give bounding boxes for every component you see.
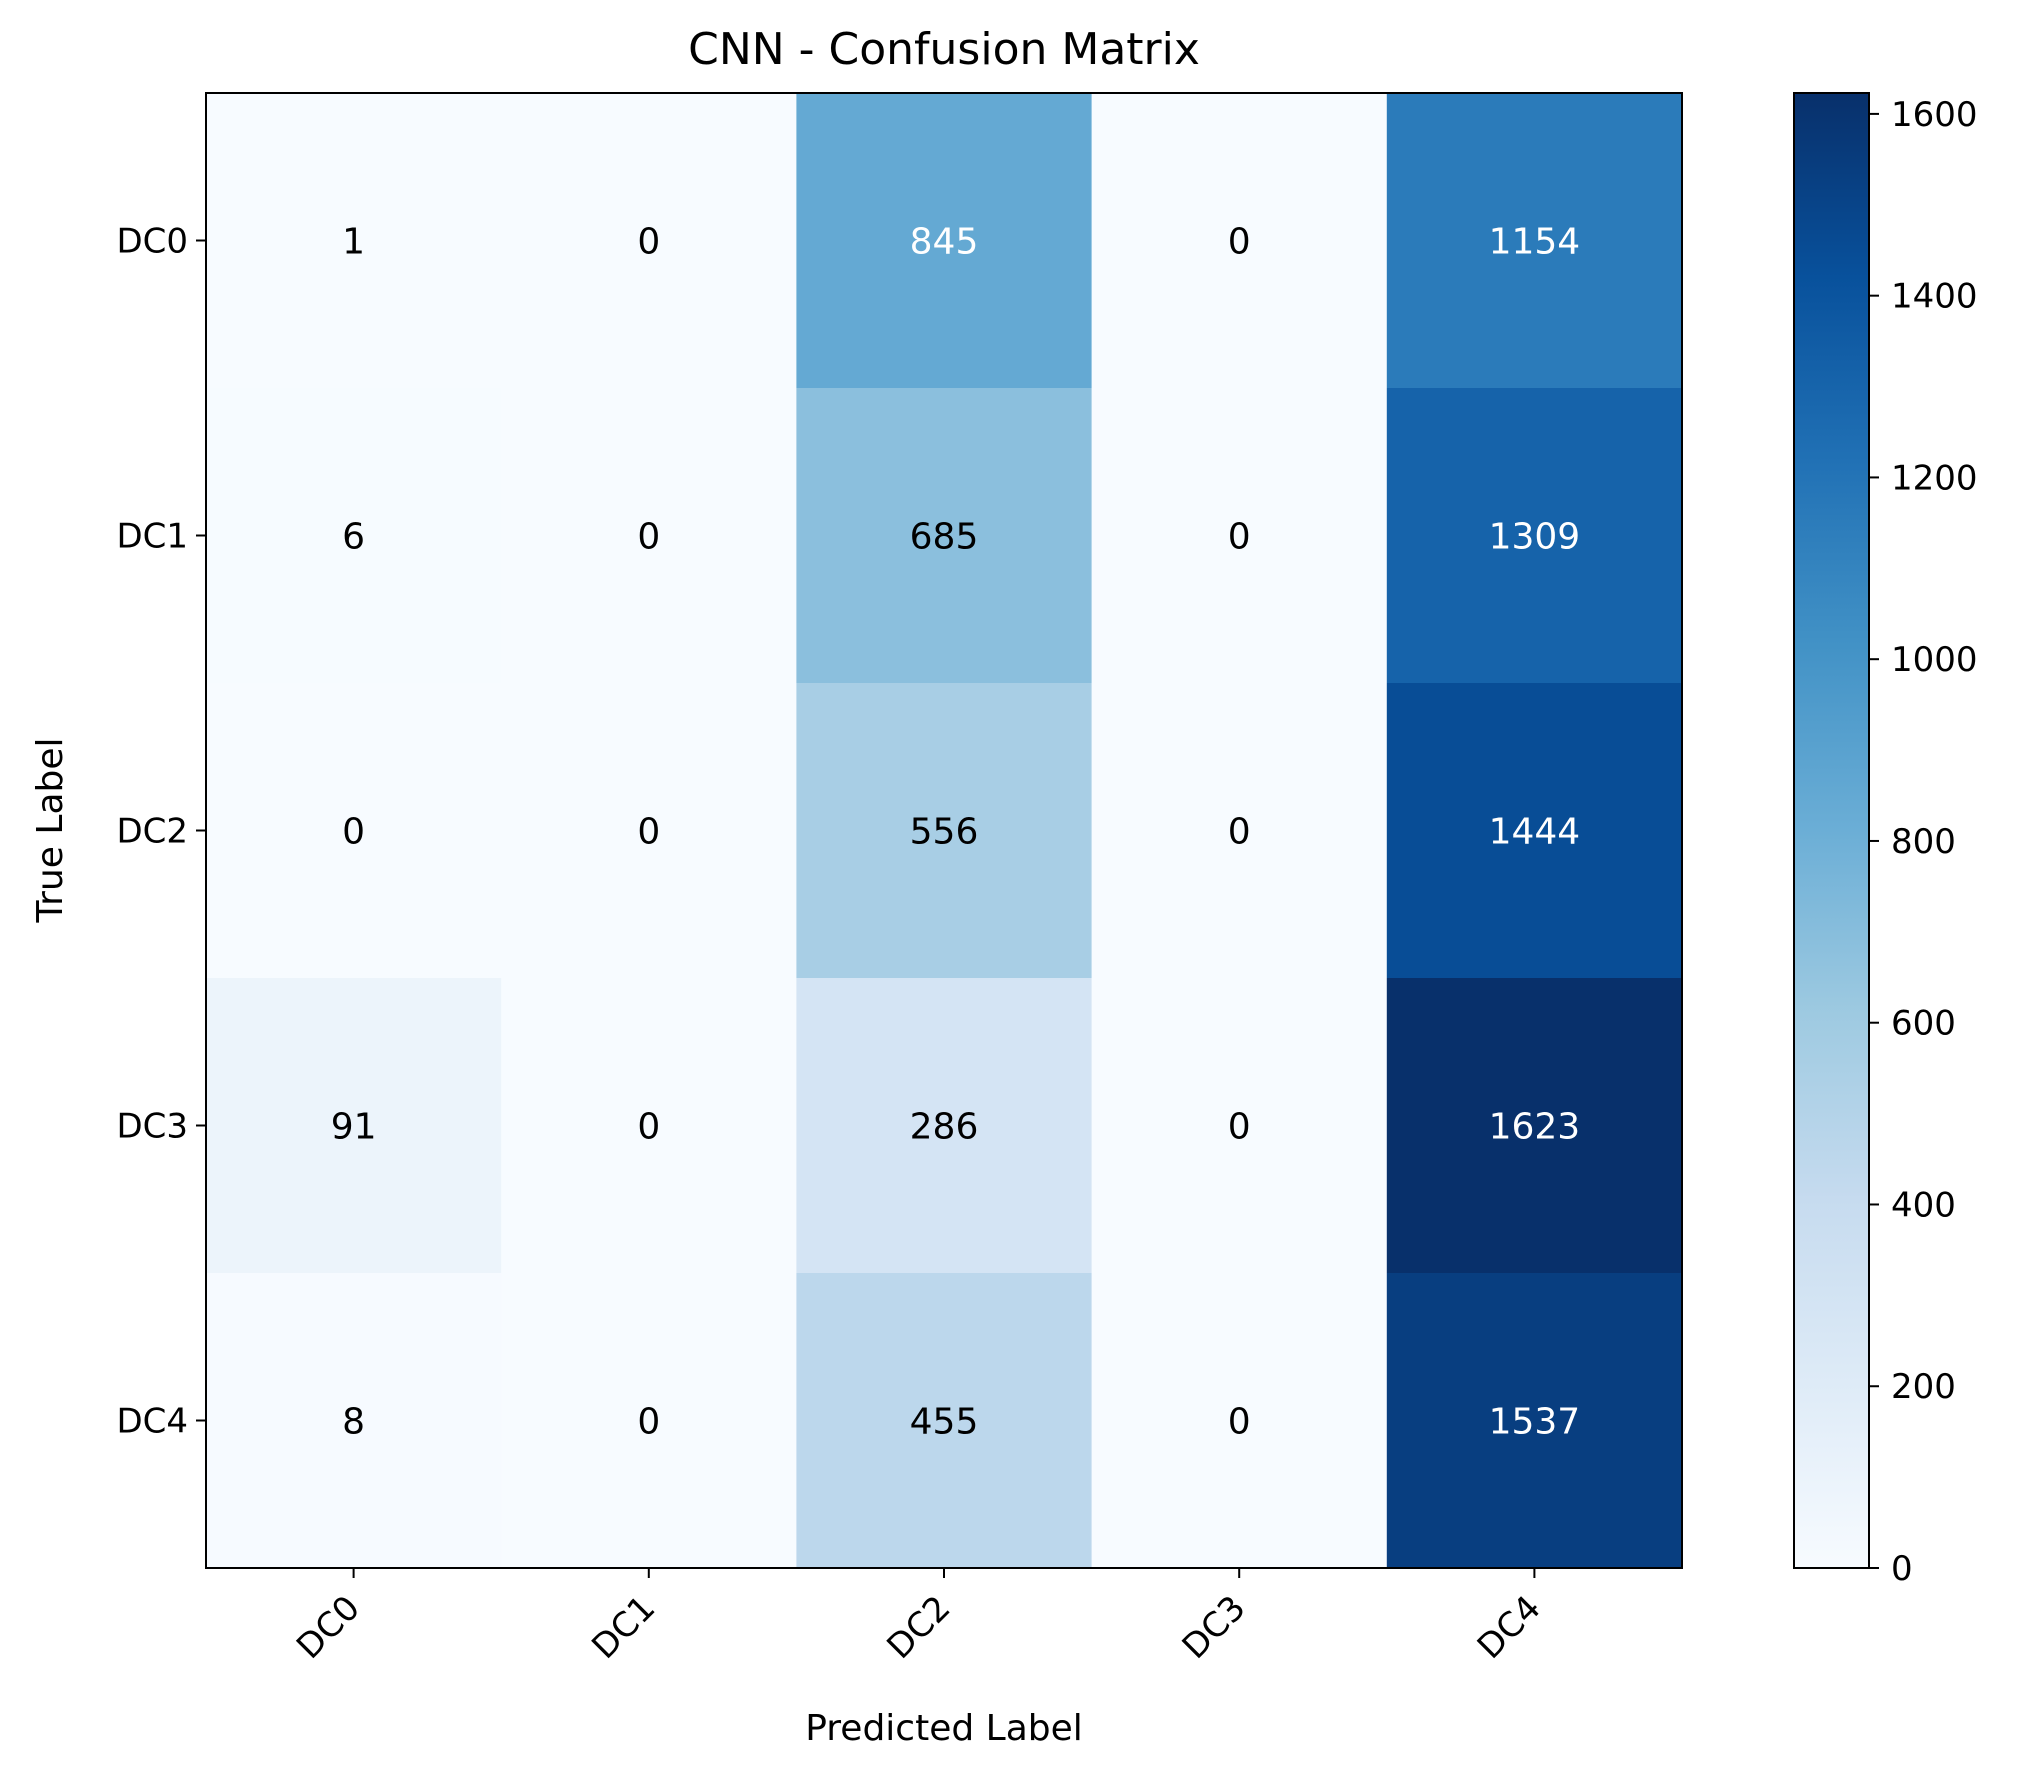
heatmap-cell-DC4-DC3 [1091, 1273, 1388, 1569]
colorbar-tick-label-800: 800 [1891, 822, 1956, 862]
cell-value-DC0-DC0: 1 [342, 222, 365, 263]
heatmap-cell-DC1-DC0 [206, 388, 502, 684]
cell-value-DC2-DC3: 0 [1228, 812, 1251, 853]
cell-value-DC3-DC1: 0 [637, 1107, 660, 1148]
heatmap-cell-DC0-DC3 [1091, 93, 1388, 389]
colorbar-ticks: 0 200 400 600 800 1000 1200 1400 1600 [1869, 95, 1978, 1589]
colorbar [1793, 92, 1870, 1569]
heatmap-cell-DC1-DC3 [1091, 388, 1388, 684]
colorbar-tick-label-1600: 1600 [1891, 95, 1978, 135]
x-tick-label-DC0: DC0 [289, 1588, 368, 1667]
y-axis-label: True Label [30, 737, 71, 923]
heatmap-cell-DC2-DC0 [206, 683, 502, 979]
heatmap-cell-DC1-DC1 [501, 388, 797, 684]
cell-value-DC1-DC4: 1309 [1489, 517, 1581, 558]
colorbar-tick-label-0: 0 [1891, 1549, 1913, 1589]
cell-value-DC3-DC0: 91 [331, 1107, 377, 1148]
heatmap-cells [206, 93, 1683, 1569]
cell-value-DC0-DC3: 0 [1228, 222, 1251, 263]
y-tick-label-DC4: DC4 [116, 1402, 188, 1442]
cell-value-DC4-DC3: 0 [1228, 1402, 1251, 1443]
x-axis-label: Predicted Label [805, 1708, 1083, 1749]
colorbar-tick-label-400: 400 [1891, 1185, 1956, 1225]
chart-title: CNN - Confusion Matrix [688, 24, 1200, 75]
heatmap-cell-DC4-DC1 [501, 1273, 797, 1569]
cell-value-DC4-DC0: 8 [342, 1402, 365, 1443]
heatmap-cell-DC3-DC4 [1386, 978, 1683, 1274]
y-tick-label-DC0: DC0 [116, 222, 188, 262]
x-tick-label-DC3: DC3 [1175, 1588, 1254, 1667]
colorbar-tick-label-1000: 1000 [1891, 640, 1978, 680]
colorbar-tick-label-200: 200 [1891, 1367, 1956, 1407]
cell-value-DC1-DC3: 0 [1228, 517, 1251, 558]
y-tick-label-DC3: DC3 [116, 1107, 188, 1147]
heatmap-cell-DC2-DC2 [796, 683, 1093, 979]
x-tick-label-DC4: DC4 [1470, 1588, 1549, 1667]
x-axis-ticks: DC0 DC1 DC2 DC3 DC4 [289, 1568, 1549, 1667]
y-axis-ticks: DC0 DC1 DC2 DC3 DC4 [116, 222, 206, 1442]
cell-value-DC2-DC0: 0 [342, 812, 365, 853]
cell-value-DC3-DC2: 286 [910, 1107, 979, 1148]
cell-value-DC2-DC1: 0 [637, 812, 660, 853]
heatmap-cell-DC3-DC3 [1091, 978, 1388, 1274]
heatmap-cell-DC2-DC1 [501, 683, 797, 979]
heatmap-cell-DC2-DC4 [1386, 683, 1683, 979]
colorbar-tick-label-600: 600 [1891, 1004, 1956, 1044]
cell-value-DC3-DC3: 0 [1228, 1107, 1251, 1148]
heatmap-cell-DC3-DC1 [501, 978, 797, 1274]
cell-value-DC4-DC2: 455 [910, 1402, 979, 1443]
cell-value-DC0-DC1: 0 [637, 222, 660, 263]
y-tick-label-DC1: DC1 [116, 517, 188, 557]
cell-value-DC4-DC1: 0 [637, 1402, 660, 1443]
heatmap-cell-DC0-DC0 [206, 93, 502, 389]
cell-value-DC1-DC0: 6 [342, 517, 365, 558]
heatmap-cell-DC4-DC0 [206, 1273, 502, 1569]
x-tick-label-DC2: DC2 [879, 1588, 958, 1667]
cell-value-DC2-DC2: 556 [910, 812, 979, 853]
cell-value-DC0-DC2: 845 [910, 222, 979, 263]
heatmap-cell-DC4-DC2 [796, 1273, 1093, 1569]
x-tick-label-DC1: DC1 [584, 1588, 663, 1667]
heatmap-cell-DC2-DC3 [1091, 683, 1388, 979]
colorbar-tick-label-1200: 1200 [1891, 458, 1978, 498]
heatmap-cell-DC1-DC2 [796, 388, 1093, 684]
heatmap-cell-DC3-DC0 [206, 978, 502, 1274]
heatmap-cell-DC1-DC4 [1386, 388, 1683, 684]
colorbar-tick-label-1400: 1400 [1891, 277, 1978, 317]
heatmap-cell-DC3-DC2 [796, 978, 1093, 1274]
cell-value-DC1-DC1: 0 [637, 517, 660, 558]
heatmap-cell-DC0-DC4 [1386, 93, 1683, 389]
cell-value-DC2-DC4: 1444 [1489, 812, 1581, 853]
cell-value-DC0-DC4: 1154 [1489, 222, 1581, 263]
heatmap-cell-DC4-DC4 [1386, 1273, 1683, 1569]
heatmap-cell-DC0-DC1 [501, 93, 797, 389]
heatmap-cell-DC0-DC2 [796, 93, 1093, 389]
cell-value-DC1-DC2: 685 [910, 517, 979, 558]
cell-value-DC4-DC4: 1537 [1489, 1402, 1581, 1443]
cell-value-labels: 1 0 845 0 1154 6 0 685 0 1309 0 0 556 0 1444 91 0 286 0 162… [331, 222, 1581, 1443]
y-tick-label-DC2: DC2 [116, 812, 188, 852]
cell-value-DC3-DC4: 1623 [1489, 1107, 1581, 1148]
